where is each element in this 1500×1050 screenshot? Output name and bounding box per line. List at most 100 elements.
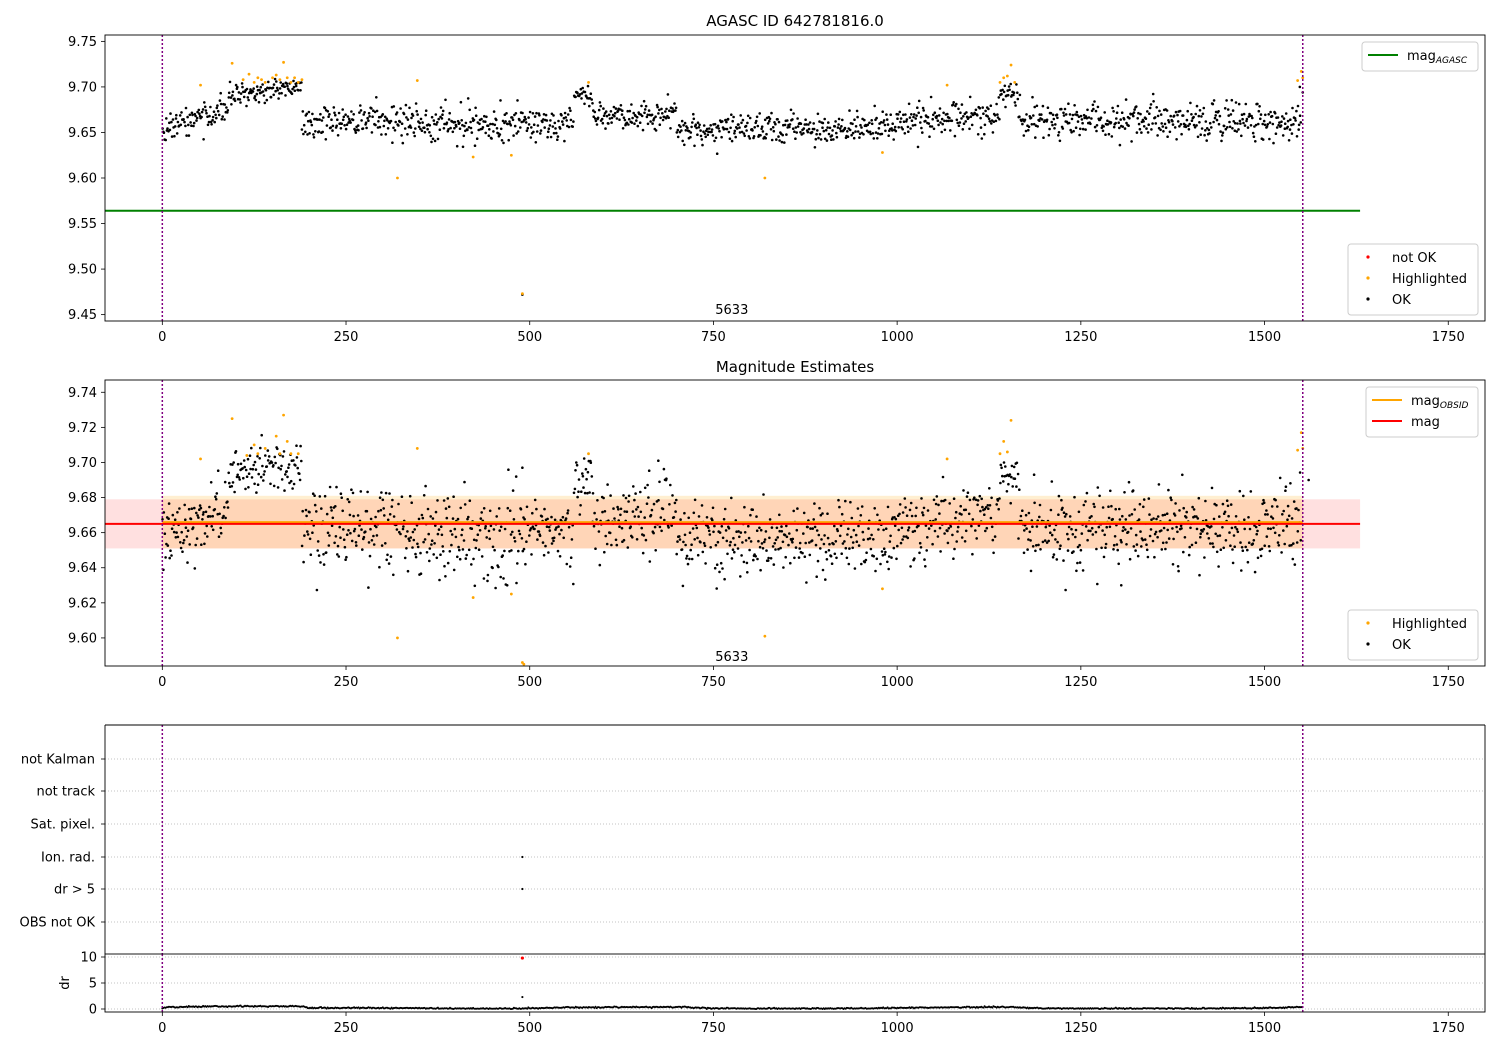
- ok-point: [319, 561, 322, 564]
- ok-point: [1291, 106, 1294, 110]
- ok-point: [441, 113, 444, 116]
- ok-point: [593, 110, 597, 114]
- ok-point: [440, 117, 444, 120]
- ok-point: [998, 117, 1001, 121]
- ok-point: [509, 124, 513, 127]
- ok-point: [1152, 517, 1155, 520]
- ok-point: [610, 121, 613, 124]
- ok-point: [529, 527, 533, 530]
- ok-point: [211, 118, 214, 122]
- ok-point: [949, 129, 952, 132]
- ok-point: [667, 526, 670, 529]
- ok-point: [594, 547, 597, 550]
- ok-point: [416, 542, 419, 546]
- ok-point: [1121, 125, 1125, 128]
- ok-point: [263, 101, 267, 105]
- ok-point: [208, 114, 211, 118]
- ok-point: [740, 554, 743, 557]
- ok-point: [917, 524, 920, 528]
- ok-point: [1062, 559, 1065, 562]
- highlighted-point: [998, 452, 1002, 456]
- ok-point: [204, 510, 208, 514]
- ok-point: [703, 544, 707, 547]
- ok-point: [630, 103, 633, 106]
- ok-point: [774, 122, 777, 126]
- ok-point: [1297, 123, 1301, 127]
- ok-point: [1154, 530, 1158, 534]
- ok-point: [1053, 127, 1056, 130]
- ok-point: [984, 109, 987, 113]
- ok-point: [1085, 491, 1089, 495]
- ok-point: [564, 116, 568, 119]
- ok-point: [1174, 110, 1178, 114]
- ok-point: [1037, 543, 1040, 547]
- ok-point: [281, 82, 285, 86]
- ok-point: [179, 123, 183, 127]
- ok-point: [419, 117, 423, 121]
- ok-point: [971, 518, 975, 521]
- y-tick-label: 9.45: [68, 308, 97, 323]
- ok-point: [284, 473, 287, 476]
- ok-point: [171, 118, 175, 121]
- ok-point: [1080, 118, 1084, 121]
- ok-point: [1021, 509, 1024, 512]
- ok-point: [811, 527, 814, 530]
- ok-point: [1047, 133, 1051, 137]
- ok-point: [1131, 489, 1135, 492]
- ok-point: [996, 113, 999, 116]
- ok-point: [430, 543, 433, 546]
- ok-point: [203, 542, 206, 546]
- ok-point: [801, 551, 804, 555]
- ok-point: [901, 511, 905, 514]
- ok-point: [210, 123, 213, 126]
- ok-point: [1297, 128, 1300, 131]
- ok-point: [1128, 514, 1131, 517]
- ok-point: [426, 127, 429, 131]
- ok-point: [1180, 132, 1183, 136]
- ok-point: [1078, 133, 1081, 137]
- ok-point: [1093, 125, 1097, 129]
- ok-point: [1086, 108, 1089, 112]
- ok-point: [812, 122, 815, 125]
- ok-point: [1125, 543, 1128, 546]
- ok-point: [1244, 102, 1248, 106]
- ok-point: [827, 549, 831, 552]
- ok-point: [391, 498, 394, 502]
- ok-point: [709, 124, 712, 127]
- ok-point: [959, 111, 962, 114]
- ok-point: [330, 524, 334, 527]
- ok-point: [167, 502, 171, 505]
- ok-point: [874, 569, 877, 573]
- ok-point: [273, 455, 277, 459]
- ok-point: [550, 542, 554, 545]
- ok-point: [170, 120, 173, 124]
- ok-point: [847, 562, 851, 566]
- highlighted-point: [282, 413, 285, 417]
- highlighted-point: [230, 417, 234, 421]
- ok-point: [1248, 527, 1252, 531]
- ok-point: [1140, 131, 1143, 134]
- ok-point: [875, 116, 878, 120]
- ok-point: [195, 537, 199, 540]
- ok-point: [931, 117, 934, 121]
- ok-point: [535, 130, 539, 133]
- highlighted-point: [471, 155, 475, 159]
- ok-point: [1107, 516, 1111, 520]
- ok-point: [918, 541, 922, 545]
- ok-point: [1226, 504, 1230, 508]
- ok-point: [345, 533, 349, 536]
- x-tick-label: 0: [158, 330, 166, 345]
- panel-title: Magnitude Estimates: [716, 358, 874, 376]
- ok-point: [1031, 525, 1034, 528]
- ok-point: [799, 130, 802, 134]
- ok-point: [965, 495, 969, 498]
- ok-point: [1028, 530, 1032, 534]
- ok-point: [173, 518, 177, 521]
- ok-point: [676, 540, 679, 543]
- highlighted-point: [945, 83, 949, 87]
- ok-point: [746, 114, 750, 118]
- ok-point: [1180, 527, 1183, 530]
- ok-point: [968, 498, 972, 502]
- ok-point: [552, 114, 555, 117]
- ok-point: [541, 120, 544, 124]
